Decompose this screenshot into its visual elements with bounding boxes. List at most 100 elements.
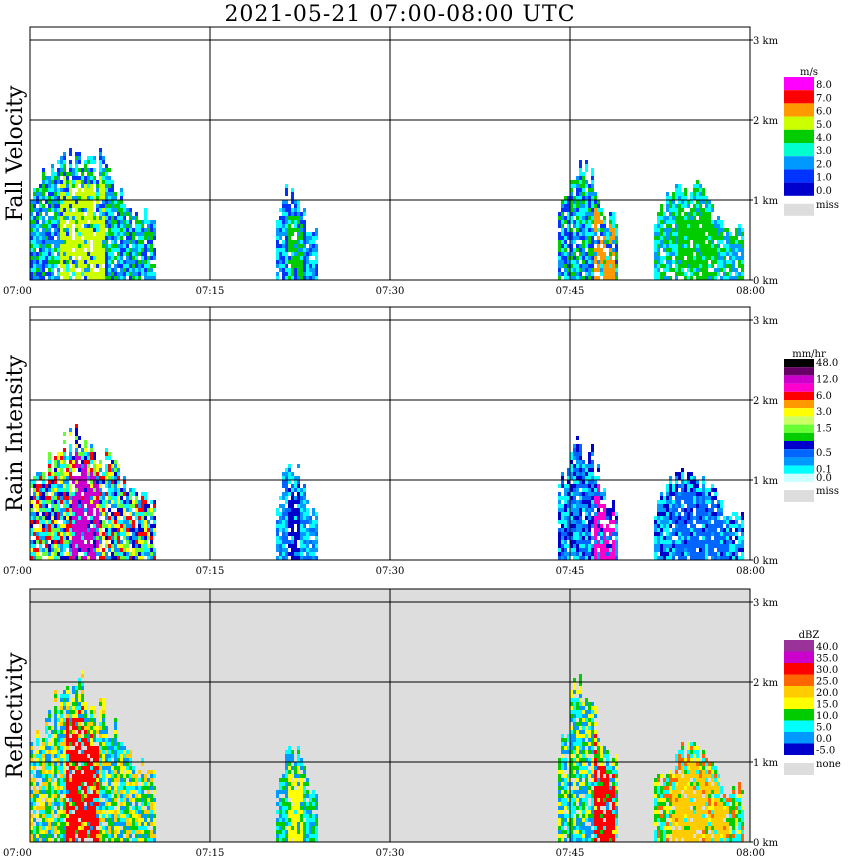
echo-cell — [84, 452, 87, 456]
echo-cell — [108, 476, 111, 480]
echo-cell — [48, 476, 51, 480]
echo-cell — [63, 432, 66, 436]
echo-cell — [90, 492, 93, 496]
echo-cell — [306, 500, 309, 504]
echo-cell — [720, 228, 723, 232]
echo-cell — [669, 548, 672, 552]
echo-cell — [123, 492, 126, 496]
echo-cell — [30, 252, 33, 256]
echo-cell — [96, 468, 99, 472]
echo-cell — [42, 496, 45, 500]
echo-cell — [666, 252, 669, 256]
echo-cell — [135, 228, 138, 232]
echo-cell — [126, 540, 129, 544]
echo-cell — [45, 718, 48, 722]
echo-cell — [132, 252, 135, 256]
echo-cell — [99, 754, 102, 758]
echo-cell — [102, 726, 105, 730]
echo-cell — [558, 540, 561, 544]
echo-cell — [60, 722, 63, 726]
echo-cell — [153, 524, 156, 528]
echo-cell — [606, 540, 609, 544]
echo-cell — [102, 508, 105, 512]
echo-cell — [39, 762, 42, 766]
echo-cell — [75, 248, 78, 252]
echo-cell — [81, 192, 84, 196]
echo-cell — [105, 260, 108, 264]
echo-cell — [726, 248, 729, 252]
echo-cell — [303, 492, 306, 496]
echo-cell — [726, 536, 729, 540]
echo-cell — [84, 814, 87, 818]
echo-cell — [138, 540, 141, 544]
echo-cell — [75, 428, 78, 432]
echo-cell — [582, 500, 585, 504]
echo-cell — [48, 512, 51, 516]
echo-cell — [591, 496, 594, 500]
echo-cell — [51, 260, 54, 264]
echo-cell — [135, 240, 138, 244]
echo-cell — [699, 512, 702, 516]
echo-cell — [690, 252, 693, 256]
echo-cell — [306, 272, 309, 276]
echo-cell — [732, 268, 735, 272]
echo-cell — [663, 548, 666, 552]
echo-cell — [57, 528, 60, 532]
echo-cell — [33, 480, 36, 484]
echo-cell — [90, 722, 93, 726]
echo-cell — [117, 520, 120, 524]
echo-cell — [654, 232, 657, 236]
echo-cell — [63, 722, 66, 726]
echo-cell — [153, 228, 156, 232]
echo-cell — [117, 492, 120, 496]
echo-cell — [75, 806, 78, 810]
echo-cell — [291, 508, 294, 512]
echo-cell — [51, 196, 54, 200]
echo-cell — [93, 802, 96, 806]
echo-cell — [108, 838, 111, 842]
echo-cell — [738, 256, 741, 260]
echo-cell — [696, 208, 699, 212]
echo-cell — [717, 536, 720, 540]
echo-cell — [99, 192, 102, 196]
echo-cell — [285, 252, 288, 256]
echo-cell — [45, 208, 48, 212]
echo-cell — [285, 492, 288, 496]
echo-cell — [45, 726, 48, 730]
echo-cell — [687, 224, 690, 228]
echo-cell — [57, 754, 60, 758]
echo-cell — [60, 220, 63, 224]
echo-cell — [33, 754, 36, 758]
echo-cell — [279, 220, 282, 224]
echo-cell — [75, 256, 78, 260]
echo-cell — [39, 528, 42, 532]
echo-cell — [660, 548, 663, 552]
echo-cell — [39, 544, 42, 548]
echo-cell — [588, 492, 591, 496]
echo-cell — [576, 536, 579, 540]
echo-cell — [705, 268, 708, 272]
echo-cell — [690, 276, 693, 280]
echo-cell — [300, 524, 303, 528]
echo-cell — [135, 248, 138, 252]
echo-cell — [72, 826, 75, 830]
echo-cell — [96, 730, 99, 734]
echo-cell — [729, 520, 732, 524]
echo-cell — [714, 520, 717, 524]
echo-cell — [126, 252, 129, 256]
echo-cell — [141, 540, 144, 544]
echo-cell — [663, 228, 666, 232]
echo-cell — [582, 208, 585, 212]
echo-cell — [300, 500, 303, 504]
echo-cell — [306, 256, 309, 260]
echo-cell — [666, 520, 669, 524]
echo-cell — [111, 762, 114, 766]
echo-cell — [678, 252, 681, 256]
echo-cell — [294, 496, 297, 500]
echo-cell — [96, 204, 99, 208]
echo-cell — [30, 232, 33, 236]
echo-cell — [675, 192, 678, 196]
echo-cell — [123, 500, 126, 504]
echo-cell — [87, 236, 90, 240]
echo-cell — [39, 260, 42, 264]
